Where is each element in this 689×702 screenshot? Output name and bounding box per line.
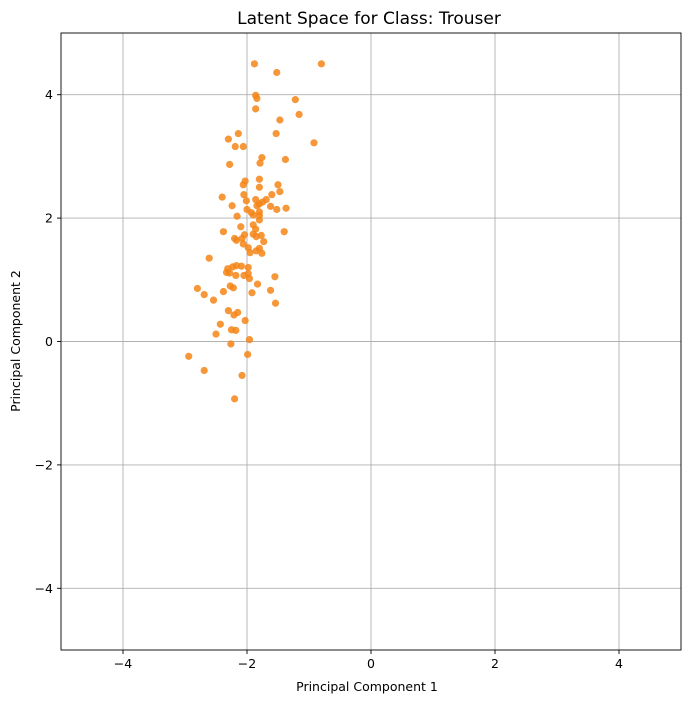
data-point [218, 193, 226, 201]
data-point [232, 236, 241, 244]
data-point [273, 68, 281, 77]
data-point [241, 316, 249, 325]
data-point [281, 155, 290, 164]
data-point [239, 142, 247, 151]
data-point [280, 228, 288, 236]
data-point [250, 60, 259, 68]
data-point [212, 330, 220, 338]
data-point [226, 160, 234, 169]
data-point [229, 284, 237, 292]
data-point [295, 110, 303, 119]
grid [61, 33, 681, 650]
data-point [255, 183, 263, 191]
x-tick-label: −4 [114, 656, 132, 671]
data-point [266, 286, 275, 294]
data-point [234, 129, 242, 138]
data-point [260, 237, 268, 246]
data-point [231, 142, 239, 151]
data-point [271, 273, 279, 281]
data-point [253, 94, 261, 103]
data-points [185, 60, 325, 403]
data-point [200, 366, 208, 375]
data-point [258, 249, 266, 257]
data-point [232, 271, 240, 280]
y-tick-label: −4 [35, 581, 53, 596]
data-point [268, 191, 276, 199]
data-point [248, 289, 256, 297]
data-point [185, 352, 193, 360]
data-point [238, 234, 246, 243]
data-point [274, 181, 282, 189]
data-point [238, 371, 246, 380]
y-tick-label: 4 [45, 87, 53, 102]
data-point [246, 249, 254, 257]
data-point [200, 291, 208, 299]
x-tick-label: 2 [491, 656, 499, 671]
x-axis: −4 −2 0 2 4 [114, 650, 623, 671]
x-tick-label: 0 [367, 656, 375, 671]
y-tick-label: 0 [45, 334, 53, 349]
data-point [256, 159, 264, 167]
data-point [273, 205, 281, 214]
data-point [193, 284, 201, 293]
data-point [252, 233, 260, 241]
data-point [239, 181, 247, 189]
x-axis-label: Principal Component 1 [296, 679, 438, 694]
data-point [244, 350, 252, 359]
data-point [282, 204, 290, 212]
y-tick-label: 2 [45, 211, 53, 226]
data-point [231, 395, 239, 403]
data-point [252, 247, 260, 255]
data-point [317, 60, 325, 68]
data-point [271, 299, 280, 307]
data-point [240, 191, 248, 199]
data-point [276, 116, 284, 124]
data-point [209, 296, 218, 304]
data-point [226, 269, 234, 277]
data-point [255, 175, 263, 183]
data-point [219, 287, 228, 296]
y-tick-label: −2 [35, 457, 53, 472]
data-point [253, 202, 261, 210]
data-point [224, 307, 232, 315]
data-point [252, 105, 260, 113]
data-point [237, 262, 246, 270]
data-point [255, 216, 263, 224]
data-point [266, 202, 275, 210]
y-axis-label: Principal Component 2 [8, 270, 23, 412]
data-point [272, 129, 280, 138]
data-point [224, 135, 232, 143]
data-point [245, 274, 254, 283]
data-point [239, 240, 247, 248]
data-point [258, 154, 266, 162]
data-point [242, 197, 250, 205]
data-point [216, 320, 224, 328]
x-tick-label: −2 [238, 656, 256, 671]
data-point [276, 187, 284, 196]
data-point [291, 96, 299, 104]
data-point [310, 139, 318, 147]
data-point [205, 254, 213, 262]
data-point [245, 336, 254, 344]
data-point [230, 311, 238, 319]
data-point [227, 340, 235, 348]
x-tick-label: 4 [615, 656, 623, 671]
data-point [233, 212, 241, 220]
data-point [237, 223, 245, 231]
data-point [244, 263, 252, 272]
chart-title: Latent Space for Class: Trouser [237, 9, 501, 29]
data-point [240, 271, 248, 280]
data-point [249, 211, 257, 219]
data-point [219, 228, 228, 236]
y-axis: −4 −2 0 2 4 [35, 87, 61, 596]
data-point [232, 326, 240, 334]
data-point [253, 280, 262, 288]
data-point [228, 202, 236, 210]
